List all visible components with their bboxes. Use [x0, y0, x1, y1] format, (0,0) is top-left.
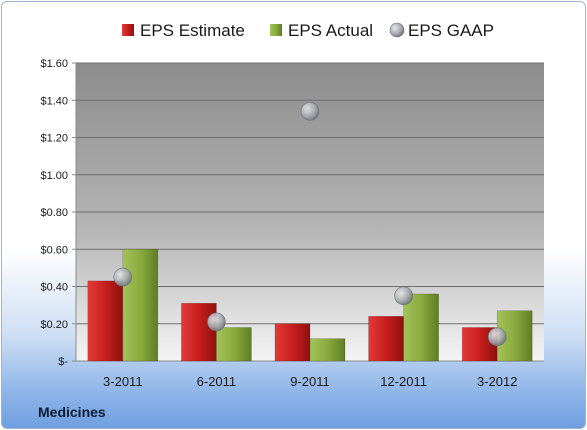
x-axis: 3-2011 6-2011 9-2011 12-2011 3-2012 — [103, 374, 517, 389]
caption: Medicines — [38, 404, 106, 420]
bar-eps-actual — [122, 248, 159, 362]
y-tick-label: $- — [58, 356, 68, 368]
marker-eps-gaap — [113, 267, 133, 287]
bars — [87, 248, 533, 362]
legend-swatch — [389, 22, 405, 38]
legend-swatch — [122, 24, 134, 36]
legend-label: EPS Estimate — [140, 21, 245, 40]
bar-eps-estimate — [181, 302, 217, 362]
category-label: 12-2011 — [380, 374, 427, 389]
marker-eps-gaap — [394, 286, 413, 306]
bar-eps-estimate — [87, 280, 124, 362]
marker-eps-gaap — [487, 327, 507, 347]
bar-eps-actual — [216, 327, 252, 362]
category-label: 6-2011 — [197, 374, 237, 389]
y-tick-label: $1.40 — [40, 95, 68, 107]
y-tick-label: $0.80 — [40, 207, 68, 219]
y-tick-label: $0.20 — [40, 319, 68, 331]
category-label: 3-2012 — [477, 374, 517, 389]
bar-eps-actual — [309, 338, 346, 362]
legend-label: EPS Actual — [288, 21, 373, 40]
y-tick-label: $0.60 — [40, 244, 68, 256]
category-label: 3-2011 — [103, 374, 143, 389]
legend-swatch — [270, 24, 282, 36]
y-tick-label: $1.00 — [40, 170, 68, 182]
bar-eps-estimate — [368, 315, 404, 362]
category-label: 9-2011 — [290, 374, 330, 389]
legend: EPS Estimate EPS Actual EPS GAAP — [122, 21, 494, 40]
marker-eps-gaap — [300, 102, 320, 121]
y-tick-label: $0.40 — [40, 282, 68, 294]
y-tick-label: $1.20 — [40, 133, 68, 145]
gaap-markers — [113, 102, 507, 347]
legend-label: EPS GAAP — [408, 21, 494, 40]
marker-eps-gaap — [207, 312, 226, 332]
bar-eps-actual — [403, 293, 439, 362]
y-tick-label: $1.60 — [40, 58, 68, 70]
bar-eps-estimate — [274, 323, 311, 362]
